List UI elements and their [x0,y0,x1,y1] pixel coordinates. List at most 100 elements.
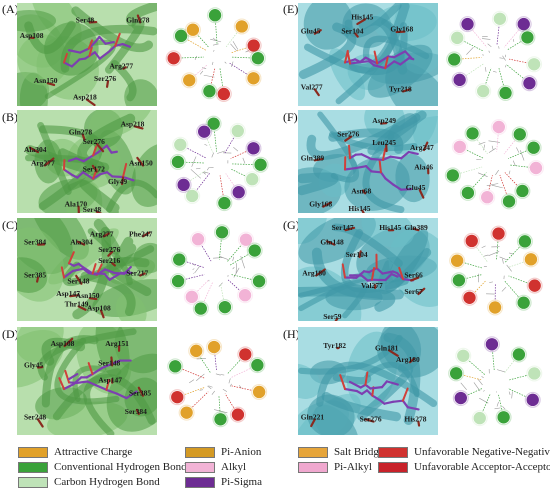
residue-node [522,76,537,90]
legend: Attractive Charge Pi-Anion Salt Bridge Unfa… [18,445,550,490]
residue-label: Ser276 [98,245,120,254]
residue-node [247,243,262,258]
residue-node [185,189,199,203]
residue-node [516,295,531,310]
legend-label: Attractive Charge [54,446,133,458]
residue-label: Gln278 [69,128,93,137]
residue-node [215,225,229,240]
residue-node [464,234,479,248]
residue-node [172,252,187,267]
residue-label: Asp249 [372,116,396,125]
legend-label: Conventional Hydrogen Bond [54,461,187,473]
residue-label: Arg277 [31,158,55,167]
residue-label: Ser148 [67,277,89,286]
legend-item: Pi-Alkyl [298,460,372,474]
residue-label: Asp218 [121,119,145,128]
residue-label: Asp218 [73,93,97,102]
residue-node [202,84,217,99]
residue-label: Gly49 [108,177,127,186]
residue-label: Asp108 [87,304,111,313]
residue-label: His145 [351,12,373,21]
residue-node [179,405,194,420]
legend-swatch [378,446,408,458]
residue-label: Thr149 [65,299,89,308]
residue-node [252,274,266,289]
protein-view-a: Asp108 Ser48 Gln278 Asn150 Ser276 Arg277 Asp21… [17,3,157,106]
residue-label: Ser148 [98,358,120,367]
residue-node [217,87,231,101]
residue-label: Glu45 [406,183,426,192]
residue-node [524,252,538,267]
residue-node [496,410,511,425]
residue-node [450,31,465,45]
residue-label: Asn150 [129,158,153,167]
legend-swatch [298,461,328,473]
residue-node [449,366,463,381]
legend-label: Pi-Anion [221,446,262,458]
residue-node [446,168,460,183]
residue-label: Gln389 [301,153,325,162]
residue-node [193,301,208,316]
protein-view-h: Tyr182 Gln181 Arg180 Gln221 Ser276 His278 [298,327,438,435]
residue-node [189,344,204,358]
legend-label: Pi-Sigma [221,476,262,488]
residue-node [186,22,200,37]
panel-label-e: (E) [283,2,299,16]
residue-label: Ser385 [129,389,151,398]
residue-label: Ser147 [332,223,354,232]
legend-swatch [185,476,215,488]
residue-label: Gln278 [126,15,150,24]
residue-node [231,185,246,200]
residue-label: Ala46 [414,163,433,172]
residue-label: Ser172 [83,165,105,174]
interaction-diagram-h [444,327,547,435]
residue-label: Gly45 [24,361,43,370]
residue-node [246,71,261,86]
residue-node [245,172,260,187]
residue-label: Asn150 [34,76,58,85]
residue-label: Ser276 [360,415,382,424]
residue-label: Arg277 [90,229,114,238]
legend-swatch [378,461,408,473]
legend-item: Pi-Sigma [185,475,262,489]
residue-node [516,17,531,31]
interaction-diagram-g [444,218,547,321]
residue-node [182,73,197,88]
legend-label: Pi-Alkyl [334,461,372,473]
residue-label: Ser67 [404,287,423,296]
residue-node [461,186,475,200]
residue-label: Arg180 [302,269,326,278]
panel-label-h: (H) [283,327,300,341]
protein-view-e: His145 Glu45 Ser104 Gly168 Val277 Tyr218 [298,3,438,106]
residue-node [238,347,253,362]
residue-label: Asp147 [98,376,122,385]
residue-node [217,196,232,210]
residue-node [512,347,526,362]
legend-swatch [18,476,48,488]
residue-label: Gln181 [375,343,399,352]
residue-label: Ser104 [341,27,363,36]
legend-label: Salt Bridge [334,446,384,458]
interaction-diagram-a [163,3,273,106]
panel-label-g: (G) [283,218,300,232]
legend-item: Unfavorable Negative-Negative [378,445,550,459]
residue-node [207,340,221,354]
residue-node [527,278,542,293]
residue-label: Gly168 [390,25,413,34]
residue-node [234,19,249,34]
residue-node [485,337,499,352]
residue-label: Ala304 [70,238,93,247]
residue-label: His278 [404,415,426,424]
residue-node [239,232,253,247]
protein-view-d: Asp108 Arg151 Gly45 Ser148 Asp147 Ser385 Ser24… [17,327,157,435]
legend-item: Pi-Anion [185,445,261,459]
residue-node [166,51,181,66]
legend-swatch [298,446,328,458]
residue-node [197,124,211,139]
panel-label-a: (A) [2,2,19,16]
residue-node [452,73,467,87]
residue-node [252,385,266,399]
